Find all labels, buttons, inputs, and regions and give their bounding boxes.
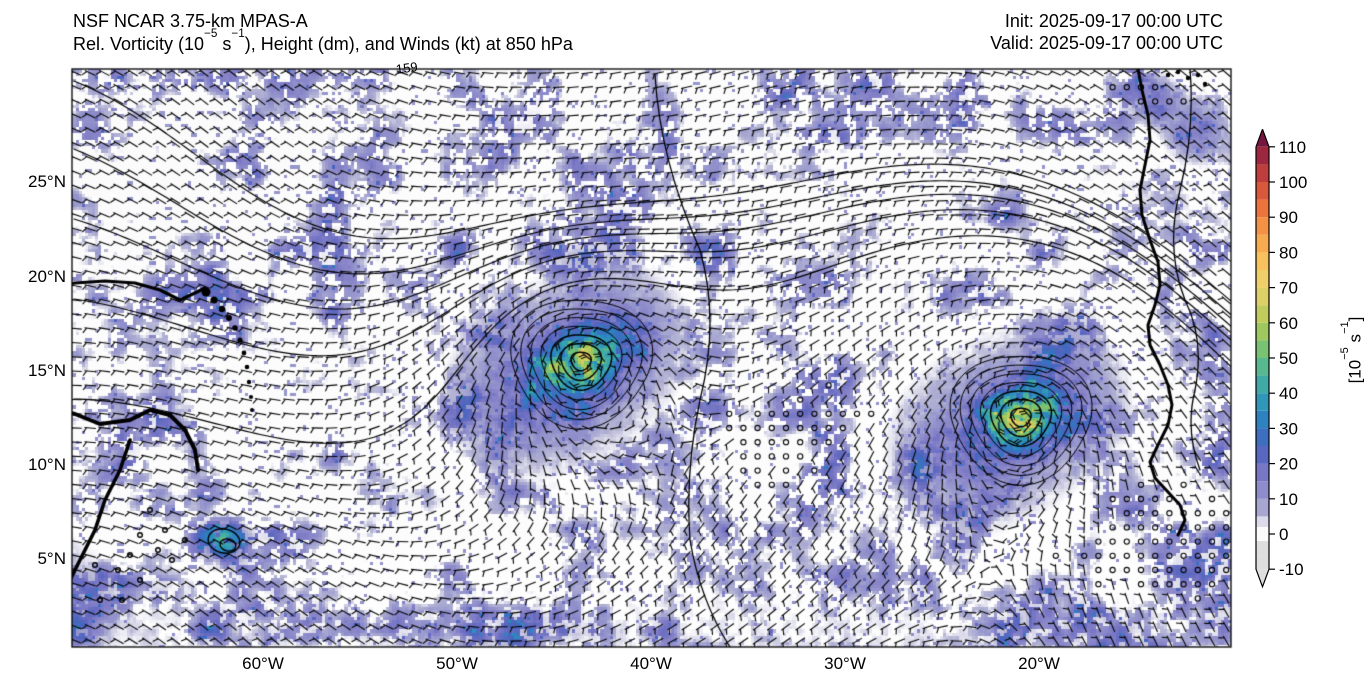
- svg-text:90: 90: [1279, 208, 1298, 227]
- svg-text:20: 20: [1279, 455, 1298, 474]
- svg-text:40: 40: [1279, 384, 1298, 403]
- svg-text:10: 10: [1279, 490, 1298, 509]
- svg-text:30: 30: [1279, 419, 1298, 438]
- svg-text:-10: -10: [1279, 560, 1304, 579]
- svg-text:0: 0: [1279, 525, 1288, 544]
- svg-text:50: 50: [1279, 349, 1298, 368]
- svg-text:60: 60: [1279, 314, 1298, 333]
- svg-text:80: 80: [1279, 243, 1298, 262]
- svg-text:110: 110: [1279, 138, 1306, 157]
- svg-text:100: 100: [1279, 173, 1307, 192]
- svg-text:70: 70: [1279, 279, 1298, 298]
